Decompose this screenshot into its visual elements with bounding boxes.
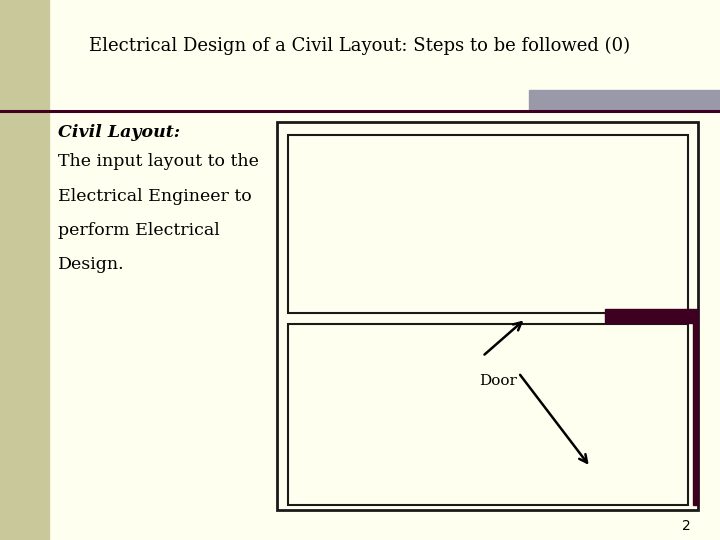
Text: Civil Layout:: Civil Layout: [58,124,180,141]
Bar [277,122,698,510]
Text: 2: 2 [683,519,691,533]
Bar [288,135,688,313]
Text: The input layout to the: The input layout to the [58,153,258,171]
Bar [605,309,698,323]
Text: Electrical Design of a Civil Layout: Steps to be followed (0): Electrical Design of a Civil Layout: Ste… [89,37,631,55]
Bar [0,0,49,540]
Text: Electrical Engineer to: Electrical Engineer to [58,187,251,205]
Bar [693,321,698,505]
Bar [288,324,688,505]
Bar [529,90,720,111]
Text: perform Electrical: perform Electrical [58,221,220,239]
Text: Door: Door [479,374,517,388]
Text: Design.: Design. [58,255,125,273]
